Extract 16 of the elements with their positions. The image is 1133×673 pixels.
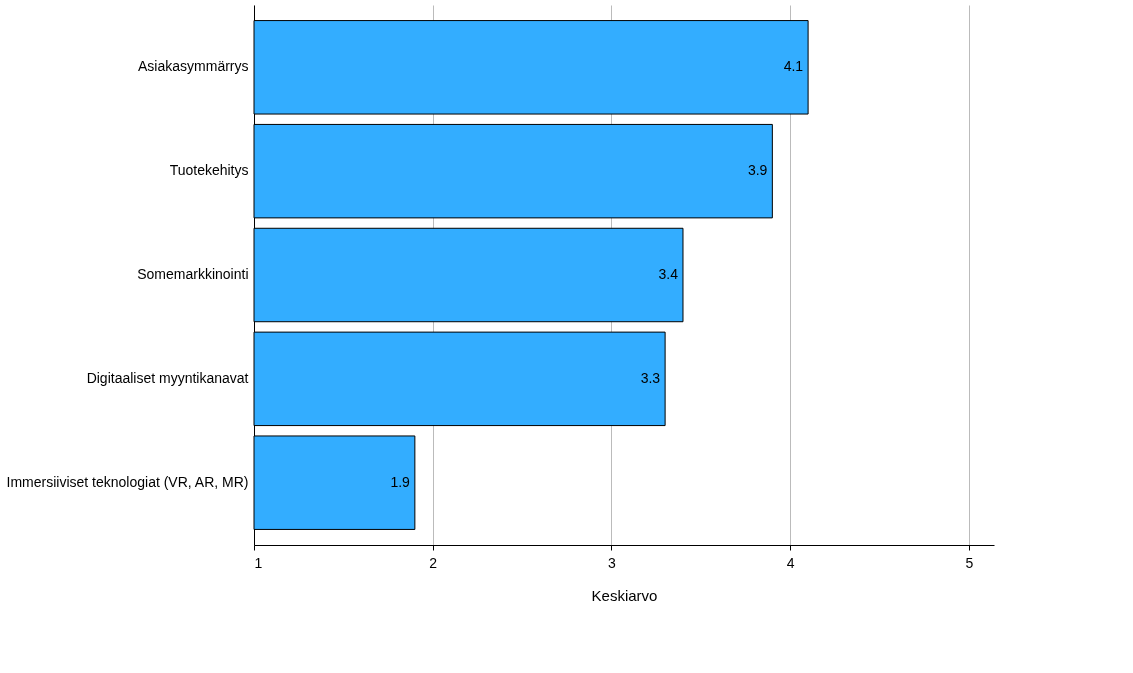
data-label: 3.9 <box>747 162 768 179</box>
y-tick-label: Somemarkkinointi <box>137 266 249 282</box>
x-tick-label: 3 <box>608 554 617 571</box>
data-label: 3.3 <box>640 369 661 386</box>
y-tick-label: Immersiiviset teknologiat (VR, AR, MR) <box>6 473 249 490</box>
x-tick-label: 4 <box>786 554 795 571</box>
y-tick-label: Tuotekehitys <box>169 162 249 179</box>
data-label: 3.4 <box>658 266 679 282</box>
x-axis-title: Keskiarvo <box>591 586 658 604</box>
x-tick-label: 5 <box>965 554 974 571</box>
y-tick-label: Digitaaliset myyntikanavat <box>86 369 249 386</box>
data-label: 1.9 <box>390 473 411 490</box>
x-tick-label: 2 <box>429 554 438 571</box>
data-label: 4.1 <box>783 58 804 75</box>
y-tick-label: Asiakasymmärrys <box>138 58 249 75</box>
x-tick-label: 1 <box>254 554 263 571</box>
